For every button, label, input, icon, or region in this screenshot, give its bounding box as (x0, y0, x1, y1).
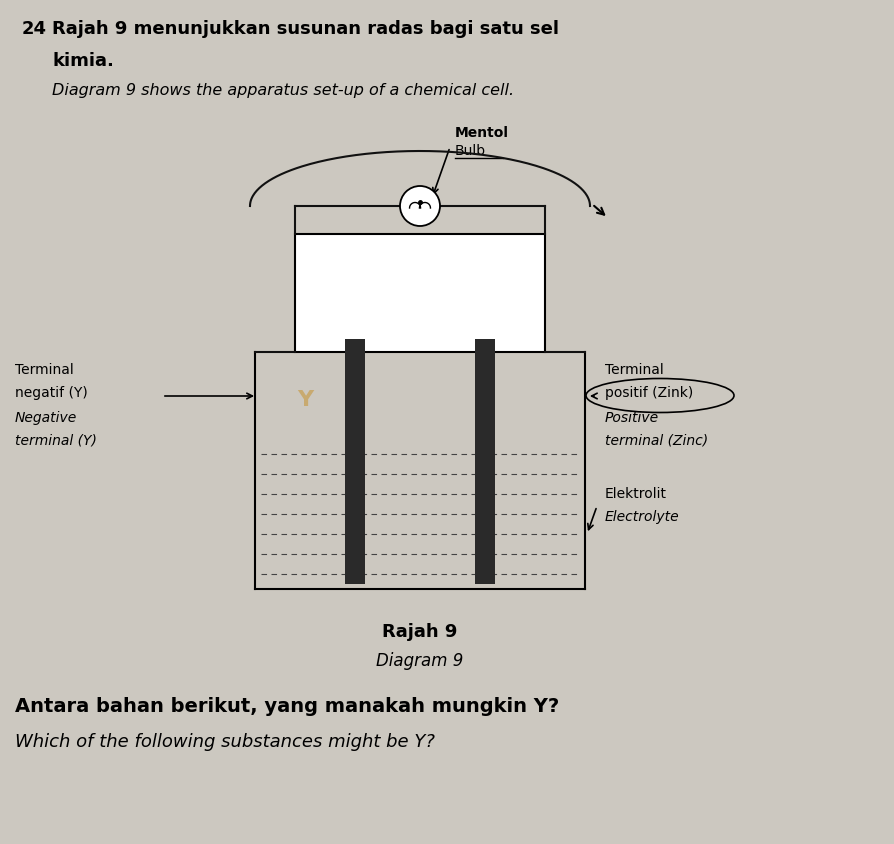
Text: Negative: Negative (15, 410, 77, 425)
Text: negatif (Y): negatif (Y) (15, 386, 88, 399)
Text: Rajah 9 menunjukkan susunan radas bagi satu sel: Rajah 9 menunjukkan susunan radas bagi s… (52, 20, 559, 38)
Text: Which of the following substances might be Y?: Which of the following substances might … (15, 732, 434, 750)
Bar (475, 339, 495, 584)
Text: Terminal: Terminal (605, 363, 663, 376)
FancyBboxPatch shape (295, 235, 545, 353)
Text: Diagram 9 shows the apparatus set-up of a chemical cell.: Diagram 9 shows the apparatus set-up of … (52, 83, 514, 98)
Circle shape (400, 187, 440, 227)
Bar (345, 339, 365, 584)
Text: Antara bahan berikut, yang manakah mungkin Y?: Antara bahan berikut, yang manakah mungk… (15, 696, 560, 715)
Text: Mentol: Mentol (455, 126, 509, 140)
Text: Positive: Positive (605, 410, 659, 425)
Text: 24: 24 (22, 20, 47, 38)
Text: terminal (Y): terminal (Y) (15, 434, 97, 447)
Text: Diagram 9: Diagram 9 (376, 652, 464, 669)
Text: Terminal: Terminal (15, 363, 73, 376)
Text: Bulb: Bulb (455, 143, 486, 158)
Text: Y: Y (297, 390, 313, 409)
Text: positif (Zink): positif (Zink) (605, 386, 693, 399)
Text: kimia.: kimia. (52, 52, 114, 70)
Text: Rajah 9: Rajah 9 (383, 622, 458, 641)
Text: terminal (Zinc): terminal (Zinc) (605, 434, 708, 447)
Text: Electrolyte: Electrolyte (605, 510, 679, 523)
Text: Elektrolit: Elektrolit (605, 486, 667, 500)
